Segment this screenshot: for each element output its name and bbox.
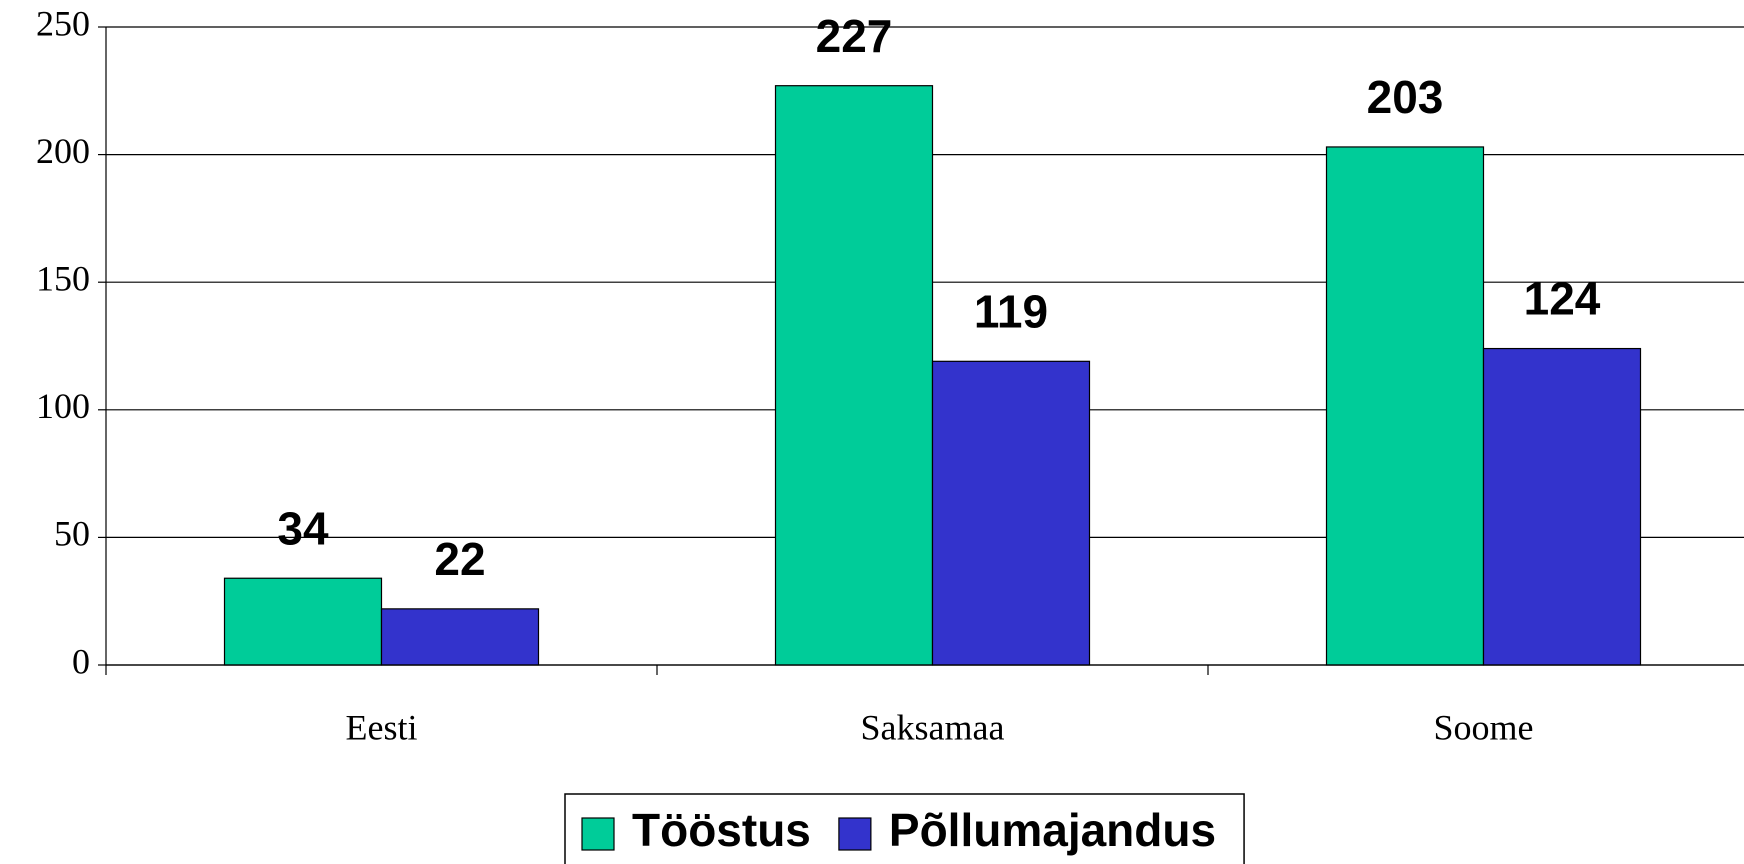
value-label: 203 [1367, 71, 1444, 123]
bar [774, 85, 934, 666]
legend-box [564, 793, 1245, 864]
legend-swatch [581, 817, 615, 851]
y-tick-label: 50 [54, 514, 90, 554]
legend-swatch [838, 817, 872, 851]
x-tick-label: Saksamaa [861, 707, 1005, 747]
value-label: 119 [974, 285, 1048, 337]
y-tick-label: 250 [36, 3, 90, 43]
bar [1325, 146, 1485, 666]
legend: Tööstus Põllumajandus [564, 793, 1245, 864]
value-label: 34 [277, 502, 329, 554]
bar [1482, 347, 1642, 666]
value-label: 22 [434, 533, 485, 585]
bar [223, 577, 383, 666]
x-tick-label: Eesti [346, 707, 418, 747]
x-tick-label: Soome [1433, 707, 1533, 747]
y-tick-label: 150 [36, 258, 90, 298]
y-tick-label: 100 [36, 386, 90, 426]
legend-label: Põllumajandus [889, 804, 1216, 856]
y-tick-label: 0 [72, 641, 90, 681]
bar [380, 608, 540, 666]
value-label: 124 [1524, 273, 1601, 325]
legend-label: Tööstus [632, 804, 811, 856]
bar [931, 360, 1091, 666]
y-tick-label: 200 [36, 131, 90, 171]
value-label: 227 [816, 10, 893, 62]
